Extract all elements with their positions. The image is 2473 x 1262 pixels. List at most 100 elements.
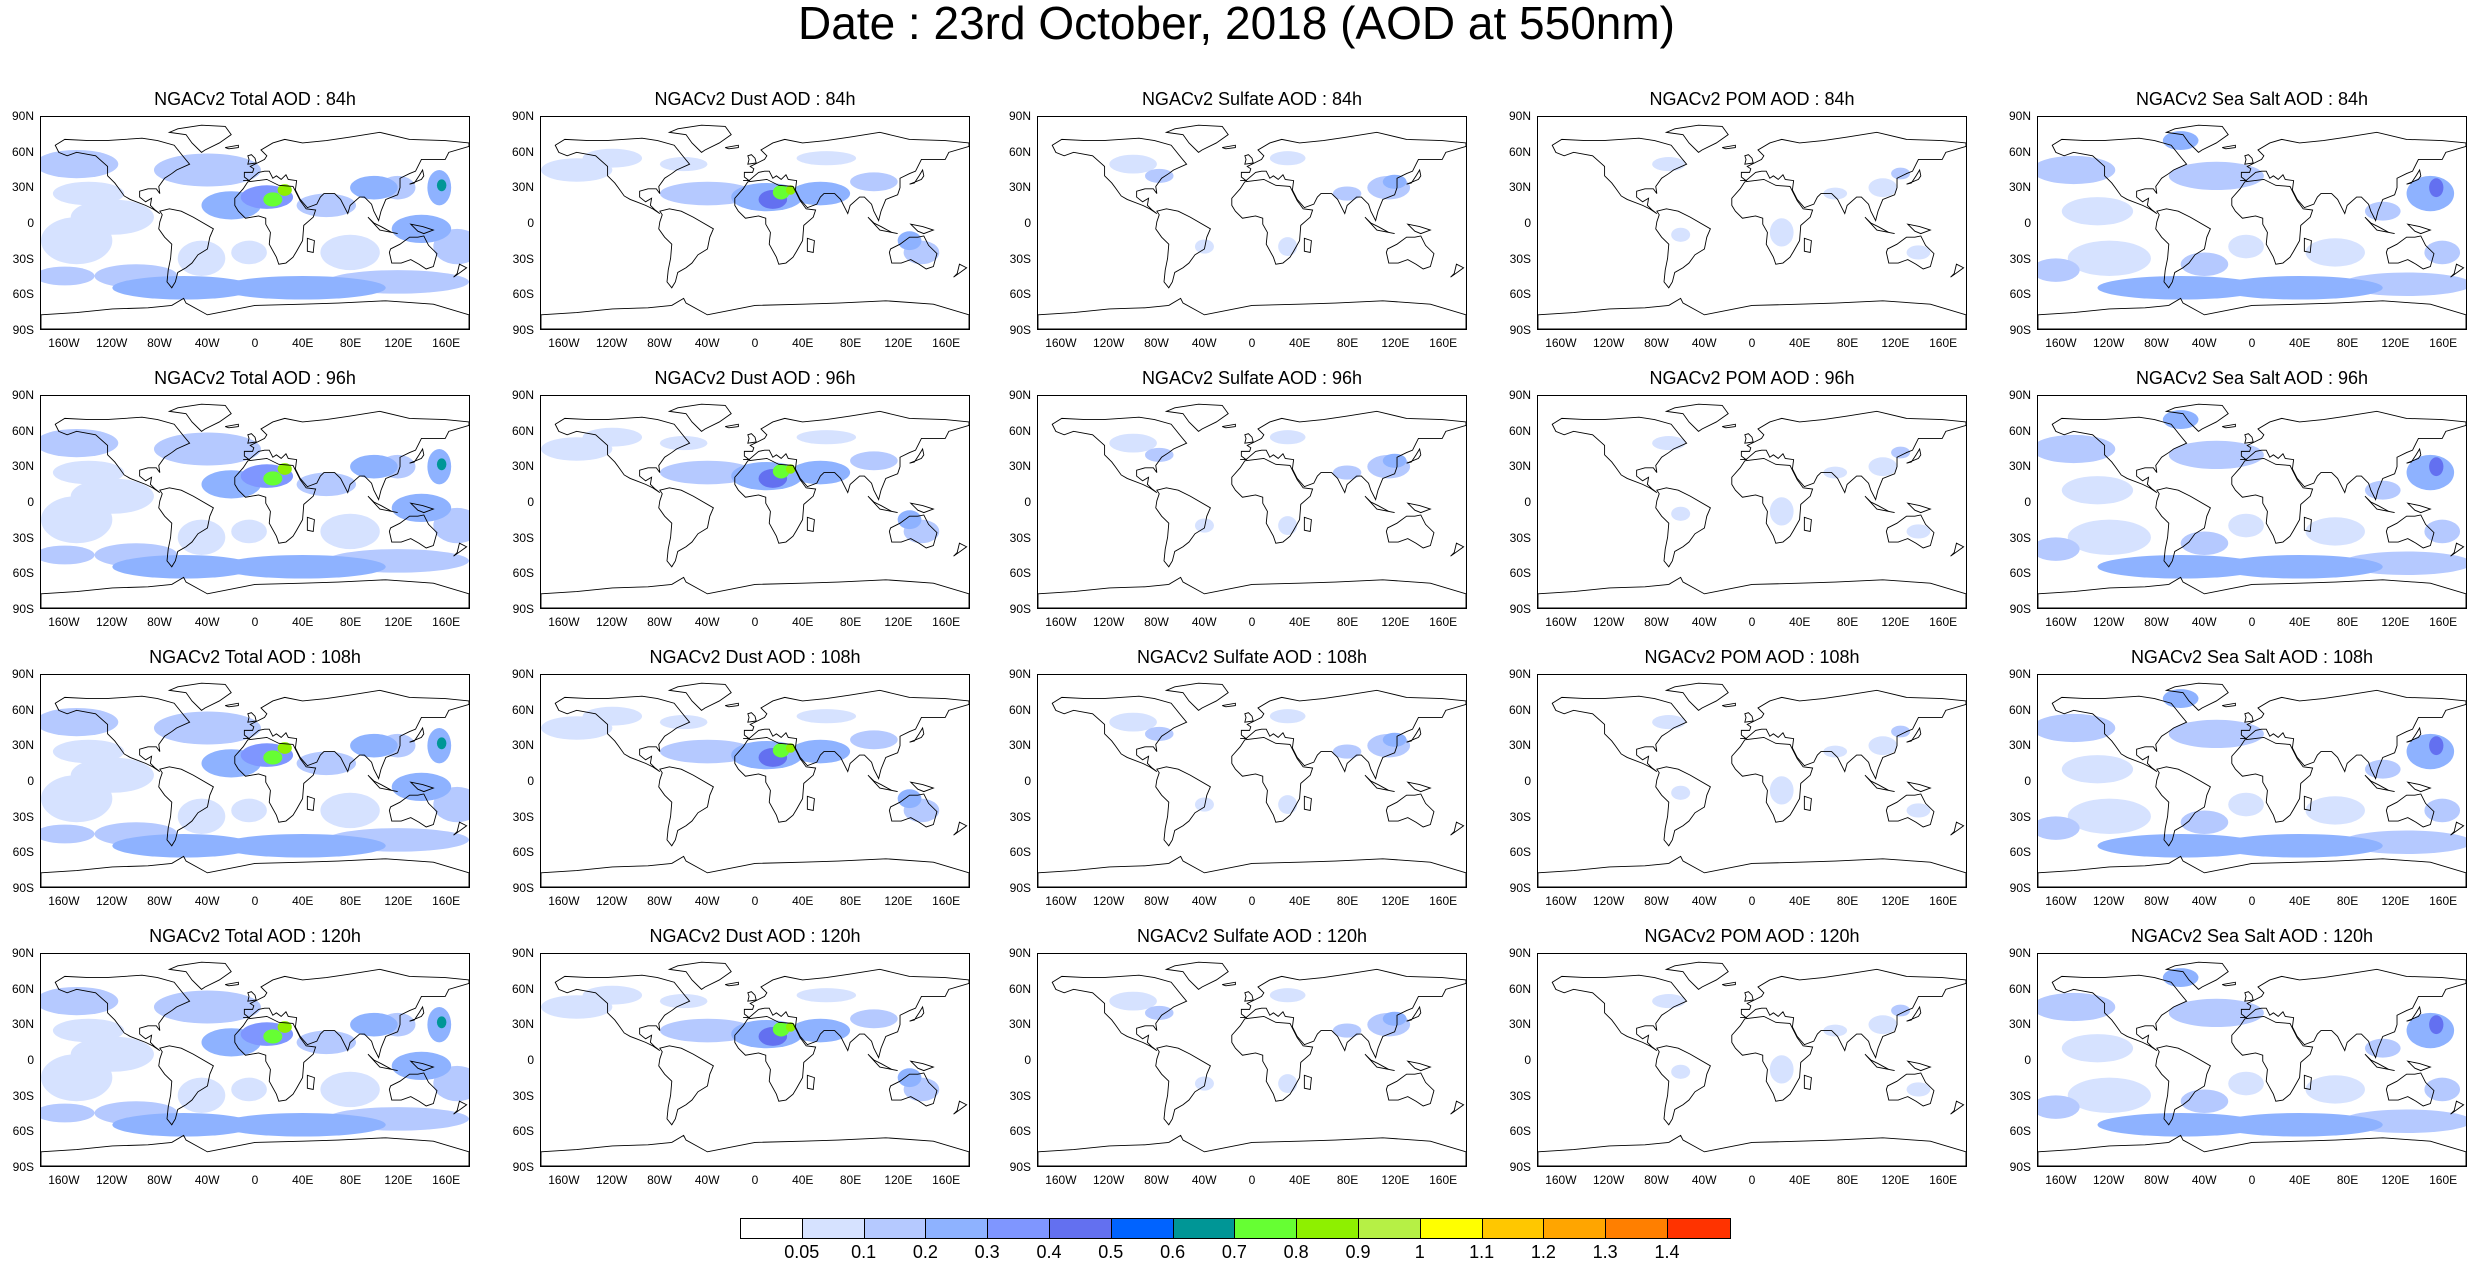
- coastline: [888, 1072, 938, 1107]
- coastline: [1551, 416, 1688, 493]
- aod-field-patch: [70, 199, 154, 235]
- coastline: [234, 457, 317, 544]
- aod-field-patch: [2216, 834, 2383, 858]
- coastline: [234, 1015, 317, 1102]
- lon-tick-label: 80W: [647, 615, 672, 629]
- coastline: [167, 682, 232, 711]
- aod-field-patch: [391, 493, 452, 523]
- lat-tick-label: 0: [1024, 774, 1031, 788]
- coastline: [1222, 981, 1236, 987]
- coastline: [1722, 981, 1736, 987]
- map-canvas: [41, 682, 469, 887]
- coastline: [409, 223, 435, 235]
- lon-tick-label: 160W: [548, 336, 580, 350]
- coastline: [2450, 821, 2465, 836]
- aod-field-patch: [391, 772, 452, 802]
- coastline: [1885, 514, 1935, 549]
- aod-field-patch: [1382, 174, 1407, 189]
- aod-field-patch: [659, 181, 755, 206]
- lat-tick-label: 60S: [2009, 287, 2031, 302]
- aod-field-patch: [263, 1029, 283, 1044]
- lon-tick-label: 120W: [1592, 336, 1625, 350]
- lon-tick-label: 40E: [1789, 336, 1811, 350]
- lon-tick-label: 120E: [884, 615, 913, 629]
- aod-field-patch: [350, 1012, 398, 1037]
- aod-field-patch: [70, 757, 154, 793]
- coastline: [243, 968, 469, 1059]
- aod-field-patch: [2067, 519, 2151, 555]
- lat-tick-label: 90N: [1008, 109, 1031, 123]
- coastline: [1906, 502, 1932, 514]
- lon-tick-label: 160W: [548, 1173, 580, 1187]
- coastline: [2222, 702, 2236, 708]
- colorbar-tick-label: 1.3: [1592, 1242, 1618, 1262]
- coastline: [1406, 223, 1432, 235]
- lon-tick-label: 160E: [2429, 894, 2458, 908]
- aod-field-patch: [296, 751, 357, 776]
- lat-tick-label: 90N: [2008, 946, 2031, 960]
- coastline: [909, 1005, 925, 1022]
- lon-tick-label: 40W: [694, 336, 720, 350]
- map-canvas: [1538, 124, 1966, 329]
- coastline: [806, 237, 815, 253]
- coastline: [1385, 1072, 1435, 1107]
- lon-tick-label: 120E: [2381, 1173, 2410, 1187]
- coastline: [909, 168, 925, 185]
- map-frame: [40, 395, 470, 609]
- aod-field-patch: [263, 750, 283, 765]
- coastline: [2244, 433, 2254, 444]
- coastline: [41, 855, 469, 887]
- panel-title: NGACv2 POM AOD : 120h: [1644, 926, 1860, 946]
- coastline: [2038, 297, 2466, 329]
- coastline: [1731, 736, 1814, 823]
- map-canvas: [1038, 682, 1466, 887]
- coastline: [1906, 781, 1932, 793]
- panel-title: NGACv2 Dust AOD : 96h: [654, 368, 856, 388]
- map-frame: [1037, 116, 1467, 330]
- map-canvas: [541, 961, 969, 1166]
- coastline: [953, 821, 968, 836]
- map-panel-seasalt: NGACv2 Sea Salt AOD : 84h 90N 60N 30N 0 30S 60…: [1997, 89, 2467, 362]
- lat-tick-label: 30S: [2009, 1088, 2031, 1103]
- coastline: [1906, 726, 1922, 743]
- lon-tick-label: 80W: [647, 336, 672, 350]
- aod-field-patch: [1823, 466, 1848, 479]
- coastline: [158, 208, 214, 289]
- lon-tick-label: 120E: [1381, 615, 1410, 629]
- lat-tick-label: 60S: [12, 566, 34, 581]
- colorbar-tick-label: 0.9: [1345, 1242, 1371, 1262]
- aod-field-patch: [1891, 446, 1911, 459]
- aod-field-patch: [1868, 178, 1898, 198]
- aod-field-patch: [659, 1018, 755, 1043]
- coastline: [2450, 542, 2465, 557]
- lon-tick-label: 80E: [1836, 615, 1859, 629]
- lat-tick-label: 90S: [1009, 1160, 1031, 1174]
- aod-field-patch: [41, 986, 119, 1016]
- lon-tick-label: 80E: [2336, 336, 2359, 350]
- lon-tick-label: 40W: [1691, 894, 1717, 908]
- colorbar-tick-label: 0.2: [912, 1242, 938, 1262]
- colorbar-swatch: [864, 1219, 927, 1238]
- lat-tick-label: 60S: [1509, 1124, 1531, 1139]
- map-frame: [1537, 395, 1967, 609]
- aod-field-patch: [2216, 276, 2383, 300]
- aod-field-patch: [2364, 1038, 2401, 1058]
- aod-field-patch: [897, 231, 922, 251]
- coastline: [1051, 137, 1188, 214]
- map-panel-dust: NGACv2 Dust AOD : 120h 90N 60N 30N 0 30S 60S 90…: [500, 926, 970, 1199]
- coastline: [541, 576, 969, 608]
- lon-tick-label: 80W: [1644, 894, 1669, 908]
- lat-tick-label: 90S: [2009, 881, 2031, 895]
- aod-field-patch: [1332, 744, 1362, 759]
- lat-tick-label: 30N: [1508, 180, 1531, 195]
- aod-field-patch: [2097, 555, 2264, 579]
- coastline: [909, 502, 935, 514]
- aod-field-patch: [2168, 998, 2264, 1028]
- lat-tick-label: 60S: [2009, 1124, 2031, 1139]
- coastline: [1906, 1060, 1932, 1072]
- lon-tick-label: 160W: [48, 894, 80, 908]
- coastline: [2406, 726, 2422, 743]
- lon-tick-label: 160E: [432, 894, 461, 908]
- lat-tick-label: 30N: [2008, 180, 2031, 195]
- aod-field-patch: [1145, 168, 1174, 183]
